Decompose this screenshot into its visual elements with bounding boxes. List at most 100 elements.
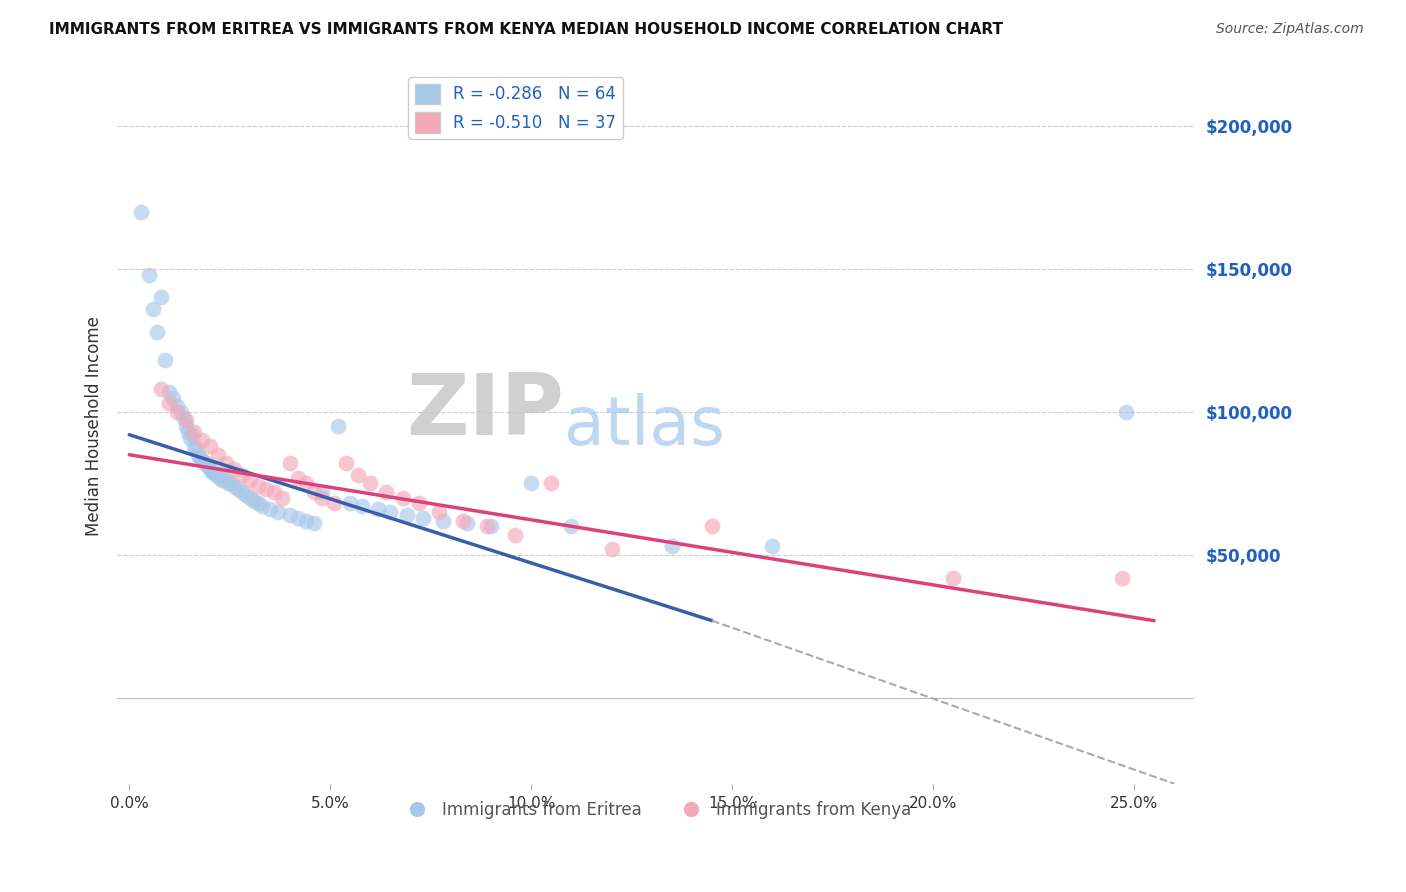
Point	[173, 410, 195, 425]
Point	[184, 442, 207, 456]
Point	[246, 479, 269, 493]
Point	[246, 496, 269, 510]
Point	[359, 476, 381, 491]
Point	[198, 439, 221, 453]
Point	[367, 502, 389, 516]
Point	[201, 465, 224, 479]
Point	[231, 484, 253, 499]
Point	[180, 427, 202, 442]
Point	[222, 462, 245, 476]
Point	[142, 301, 165, 316]
Text: atlas: atlas	[564, 393, 725, 459]
Point	[352, 500, 374, 514]
Point	[311, 484, 333, 499]
Point	[193, 456, 215, 470]
Point	[197, 459, 219, 474]
Point	[295, 476, 318, 491]
Point	[278, 456, 301, 470]
Point	[211, 474, 233, 488]
Point	[183, 425, 205, 439]
Point	[243, 493, 266, 508]
Point	[427, 505, 450, 519]
Y-axis label: Median Household Income: Median Household Income	[86, 316, 103, 536]
Point	[159, 396, 181, 410]
Point	[335, 456, 357, 470]
Point	[295, 514, 318, 528]
Point	[166, 399, 188, 413]
Point	[278, 508, 301, 522]
Point	[412, 510, 434, 524]
Point	[380, 505, 402, 519]
Point	[287, 470, 309, 484]
Point	[155, 353, 177, 368]
Point	[520, 476, 543, 491]
Point	[146, 325, 169, 339]
Point	[231, 467, 253, 482]
Point	[187, 448, 209, 462]
Point	[207, 467, 229, 482]
Point	[176, 425, 198, 439]
Point	[174, 413, 197, 427]
Point	[190, 453, 212, 467]
Point	[217, 476, 239, 491]
Point	[215, 456, 238, 470]
Point	[138, 268, 160, 282]
Point	[204, 467, 226, 482]
Point	[600, 542, 623, 557]
Point	[1115, 405, 1137, 419]
Point	[1111, 571, 1133, 585]
Point	[503, 528, 526, 542]
Point	[761, 539, 783, 553]
Point	[162, 391, 184, 405]
Point	[150, 290, 173, 304]
Point	[700, 519, 723, 533]
Point	[239, 491, 262, 505]
Text: Source: ZipAtlas.com: Source: ZipAtlas.com	[1216, 22, 1364, 37]
Point	[159, 384, 181, 399]
Point	[170, 405, 193, 419]
Point	[451, 514, 474, 528]
Point	[323, 496, 346, 510]
Point	[263, 484, 285, 499]
Point	[235, 488, 257, 502]
Point	[208, 470, 231, 484]
Point	[287, 510, 309, 524]
Point	[239, 474, 262, 488]
Point	[215, 474, 238, 488]
Point	[166, 405, 188, 419]
Point	[259, 502, 281, 516]
Point	[267, 505, 290, 519]
Point	[328, 419, 350, 434]
Point	[271, 491, 294, 505]
Point	[250, 500, 273, 514]
Text: IMMIGRANTS FROM ERITREA VS IMMIGRANTS FROM KENYA MEDIAN HOUSEHOLD INCOME CORRELA: IMMIGRANTS FROM ERITREA VS IMMIGRANTS FR…	[49, 22, 1004, 37]
Point	[174, 419, 197, 434]
Point	[408, 496, 430, 510]
Point	[339, 496, 361, 510]
Point	[254, 482, 277, 496]
Point	[190, 434, 212, 448]
Text: ZIP: ZIP	[406, 370, 564, 453]
Point	[226, 482, 249, 496]
Point	[212, 470, 235, 484]
Point	[560, 519, 582, 533]
Point	[188, 450, 211, 465]
Point	[183, 439, 205, 453]
Point	[194, 456, 217, 470]
Point	[311, 491, 333, 505]
Point	[479, 519, 502, 533]
Point	[375, 484, 398, 499]
Point	[661, 539, 683, 553]
Point	[131, 204, 153, 219]
Point	[222, 479, 245, 493]
Point	[302, 484, 325, 499]
Point	[942, 571, 965, 585]
Point	[207, 448, 229, 462]
Point	[150, 382, 173, 396]
Point	[395, 508, 418, 522]
Legend: Immigrants from Eritrea, Immigrants from Kenya: Immigrants from Eritrea, Immigrants from…	[394, 794, 918, 825]
Point	[202, 465, 225, 479]
Point	[475, 519, 498, 533]
Point	[540, 476, 562, 491]
Point	[456, 516, 478, 531]
